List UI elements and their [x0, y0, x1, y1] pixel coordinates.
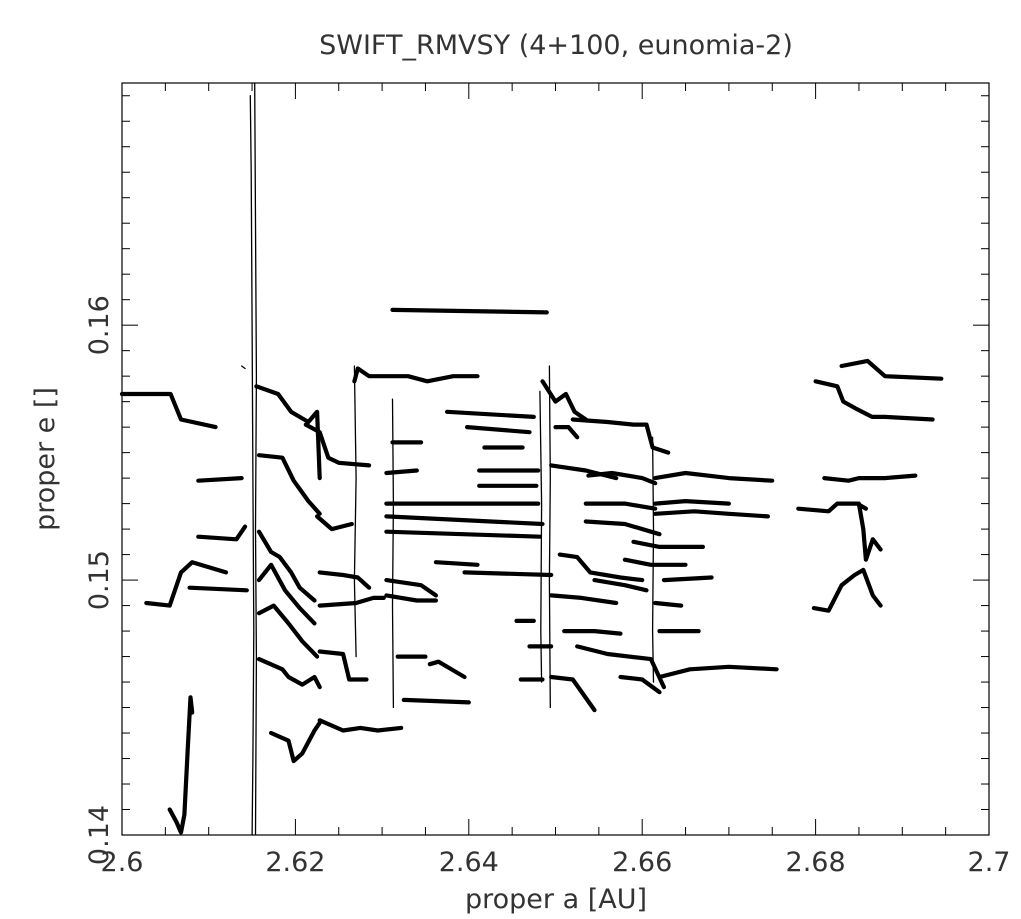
series-24-line — [353, 365, 357, 658]
series-55-line — [549, 674, 597, 713]
series-19-line — [315, 514, 354, 532]
series-54-line — [562, 628, 623, 636]
series-77-line — [811, 567, 883, 613]
x-tick-labels: 2.6 2.62 2.64 2.66 2.68 2.7 — [101, 847, 1011, 878]
chart-title: SWIFT_RMVSY (4+100, eunomia-2) — [319, 30, 793, 61]
series-67-line — [653, 499, 732, 506]
series-75-line — [822, 473, 918, 483]
series-8-line — [249, 95, 255, 836]
series-21-line — [317, 595, 386, 608]
series-68-line — [653, 509, 771, 519]
series-1-line — [119, 391, 218, 430]
series-17-line — [317, 718, 404, 733]
series-76-line — [796, 501, 869, 514]
series-66-line — [653, 470, 775, 483]
series-56-line — [575, 644, 667, 690]
series-16-line — [269, 720, 322, 764]
x-tick-label: 2.66 — [612, 847, 672, 878]
y-tick-label: 0.15 — [84, 550, 115, 610]
series-58-line — [570, 417, 671, 455]
x-tick-label: 2.62 — [265, 847, 325, 878]
series-26-line — [384, 468, 419, 476]
series-29-line — [384, 529, 543, 539]
series-31-line — [384, 593, 438, 603]
series-9-line — [254, 82, 258, 836]
series-43-line — [462, 570, 554, 578]
series-20-line — [317, 570, 372, 590]
series-52-line — [557, 552, 645, 583]
y-tick-label: 0.14 — [84, 805, 115, 865]
series-13-line — [256, 562, 317, 626]
series-74-line — [839, 358, 944, 381]
series-23-line — [352, 366, 480, 384]
series-30-line — [384, 577, 438, 598]
series-64-line — [618, 674, 662, 695]
series-61-line — [592, 577, 649, 593]
series-2-line — [144, 560, 229, 608]
series-73-line — [813, 379, 935, 422]
series-4-line — [196, 476, 244, 483]
series-28-line — [384, 514, 545, 527]
series-72-line — [661, 575, 714, 583]
series-65-line — [651, 436, 655, 683]
series-3-line — [187, 585, 249, 593]
axis-ticks — [121, 83, 990, 836]
series-12-line — [256, 529, 317, 603]
series-15-line — [256, 656, 322, 690]
series-5-line — [196, 524, 248, 542]
y-axis-label: proper e [] — [30, 387, 61, 531]
series-42-line — [433, 560, 480, 567]
y-tick-labels: 0.14 0.15 0.16 — [84, 295, 115, 865]
series-47-line — [540, 379, 588, 422]
series-32-line — [391, 398, 395, 709]
plot-frame — [121, 82, 990, 836]
x-axis-label: proper a [AU] — [465, 884, 647, 915]
series-50-line — [553, 425, 580, 440]
series-49-line — [548, 365, 551, 709]
series-6-line — [167, 695, 195, 835]
series-7-line — [240, 365, 246, 370]
series-69-line — [653, 600, 684, 608]
x-tick-label: 2.6 — [101, 847, 144, 878]
series-57-line — [583, 519, 662, 537]
series-63-line — [631, 539, 706, 550]
x-tick-label: 2.7 — [968, 847, 1011, 878]
series-53-line — [549, 593, 619, 606]
series-36-line — [390, 307, 549, 315]
series-33-line — [427, 659, 467, 680]
series-59-line — [586, 470, 658, 486]
series-60-line — [583, 501, 658, 511]
series-37-line — [445, 409, 536, 419]
series-34-line — [401, 697, 471, 705]
series-78-line — [856, 501, 883, 562]
y-tick-label: 0.16 — [84, 295, 115, 355]
series-22-line — [317, 649, 369, 682]
series-14-line — [256, 603, 320, 659]
series-11-line — [256, 453, 322, 516]
x-tick-label: 2.64 — [439, 847, 499, 878]
series-group — [119, 82, 944, 836]
x-tick-label: 2.68 — [786, 847, 846, 878]
series-10-line — [254, 384, 322, 481]
series-48-line — [539, 390, 543, 683]
series-18-line — [303, 422, 372, 468]
series-62-line — [622, 557, 688, 567]
series-38-line — [465, 425, 532, 435]
series-71-line — [657, 664, 779, 680]
